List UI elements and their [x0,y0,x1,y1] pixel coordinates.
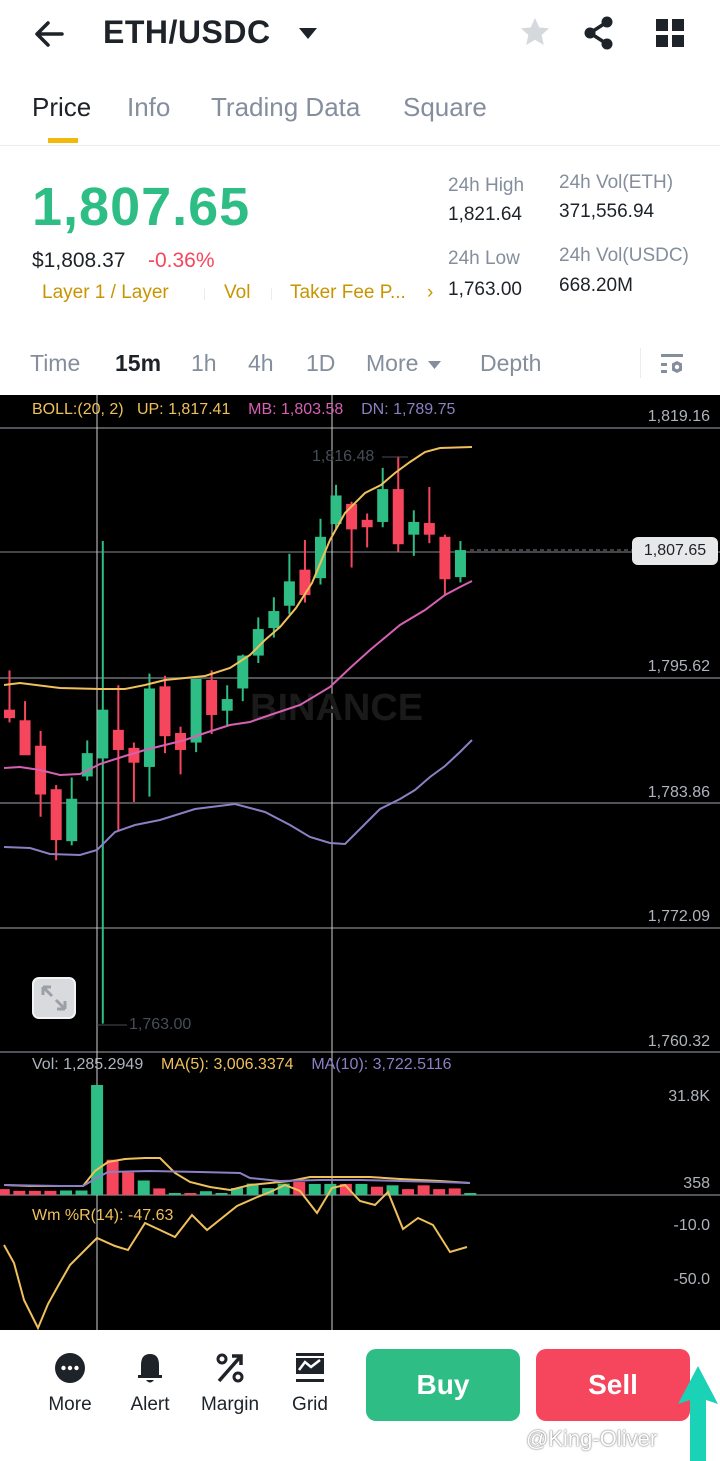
buy-button[interactable]: Buy [366,1349,520,1421]
current-price-tag: 1,807.65 [632,537,718,565]
tag-category[interactable]: Layer 1 / Layer [42,282,169,303]
price-change-percent: -0.36% [148,249,215,272]
tab-square[interactable]: Square [403,92,487,122]
trading-pair-title[interactable]: ETH/USDC [103,14,271,50]
annotation-arrow-icon [678,1366,718,1461]
boll-up: UP: 1,817.41 [136,401,231,418]
vol-eth-label: 24h Vol(ETH) [559,172,674,193]
usd-price: $1,808.37 [32,249,126,272]
vol-eth-value: 371,556.94 [559,201,655,222]
price-axis-label: 1,795.62 [647,658,710,675]
wr-axis-label: -50.0 [673,1271,710,1288]
tag-vol[interactable]: Vol [224,282,251,303]
nav-alert[interactable]: Alert [110,1350,190,1416]
vol-usdc-label: 24h Vol(USDC) [559,245,689,266]
interval-time[interactable]: Time [30,350,81,376]
tags-chevron-icon[interactable]: › [427,282,434,303]
interval-1h[interactable]: 1h [191,350,217,376]
interval-15m[interactable]: 15m [115,350,162,376]
tag-divider [271,288,272,300]
vol-usdc-value: 668.20M [559,275,633,296]
interval-1d[interactable]: 1D [306,350,336,376]
low-value: 1,763.00 [448,279,522,300]
caret-down-icon[interactable] [298,26,318,40]
more-caret-down-icon[interactable] [428,360,441,370]
header: ETH/USDC [0,0,720,70]
volume-axis-label: 31.8K [668,1088,710,1105]
high-marker-label: 1,816.48 [312,448,375,465]
high-value: 1,821.64 [448,204,522,225]
low-label: 24h Low [448,248,520,269]
watermark: @King-Oliver [526,1426,658,1451]
tag-divider [204,288,205,300]
low-marker-label: 1,763.00 [129,1016,192,1033]
grid-icon[interactable] [652,14,688,52]
sell-button[interactable]: Sell [536,1349,690,1421]
vol-ma5: MA(5): 3,006.3374 [161,1056,294,1073]
nav-margin[interactable]: Margin [190,1350,270,1416]
volume-axis-label: 358 [683,1175,710,1192]
price-axis-label: 1,760.32 [647,1033,710,1050]
nav-grid-label: Grid [292,1394,328,1415]
bottom-action-bar: More Alert Margin Grid Buy Sell @King-Ol… [0,1330,720,1461]
vol-value: Vol: 1,285.2949 [32,1056,144,1073]
tab-price[interactable]: Price [32,92,92,122]
boll-dn: DN: 1,789.75 [361,401,456,418]
active-tab-indicator [48,138,78,143]
interval-more[interactable]: More [366,350,419,376]
boll-mb: MB: 1,803.58 [248,401,344,418]
tab-depth[interactable]: Depth [480,350,542,376]
price-axis-label: 1,783.86 [647,784,710,801]
percent-arrow-icon [216,1353,244,1383]
fullscreen-button[interactable] [32,977,76,1019]
nav-more-label: More [48,1394,92,1415]
tag-taker-fee[interactable]: Taker Fee P... [290,282,406,303]
svg-text:BINANCE: BINANCE [250,687,423,729]
interval-4h[interactable]: 4h [248,350,274,376]
nav-more[interactable]: More [30,1350,110,1416]
back-arrow-icon[interactable] [32,14,68,54]
share-icon[interactable] [581,14,617,52]
chart-canvas[interactable]: BINANCE [0,395,720,1330]
high-label: 24h High [448,175,525,196]
nav-grid[interactable]: Grid [270,1350,350,1416]
chart-settings-icon[interactable] [659,352,687,378]
vol-ma10: MA(10): 3,722.5116 [311,1056,452,1073]
star-icon[interactable] [517,14,553,52]
interval-bar: Time 15m 1h 4h 1D More Depth [0,340,720,395]
wr-axis-label: -10.0 [673,1217,710,1234]
nav-alert-label: Alert [130,1394,170,1415]
tab-bar: Price Info Trading Data Square [0,88,720,146]
grid-trading-icon [296,1353,324,1382]
tab-trading-data[interactable]: Trading Data [211,92,361,122]
tab-info[interactable]: Info [127,92,171,122]
price-axis-label: 1,772.09 [647,908,710,925]
boll-params: BOLL:(20, 2) [32,401,124,418]
nav-margin-label: Margin [200,1394,260,1415]
wr-legend: Wm %R(14): -47.63 [32,1207,174,1224]
volume-legend: Vol: 1,285.2949 MA(5): 3,006.3374 MA(10)… [32,1056,452,1074]
price-axis-label: 1,819.16 [647,408,710,425]
boll-legend: BOLL:(20, 2) UP: 1,817.41 MB: 1,803.58 D… [32,401,455,419]
last-price: 1,807.65 [32,177,251,237]
more-dots-icon [55,1353,85,1383]
bell-icon [138,1354,162,1383]
candlestick-chart[interactable]: BINANCE BOLL:(20, 2) UP: 1,817.41 MB: 1,… [0,395,720,1330]
expand-icon [41,985,67,1011]
interval-divider [640,348,641,378]
